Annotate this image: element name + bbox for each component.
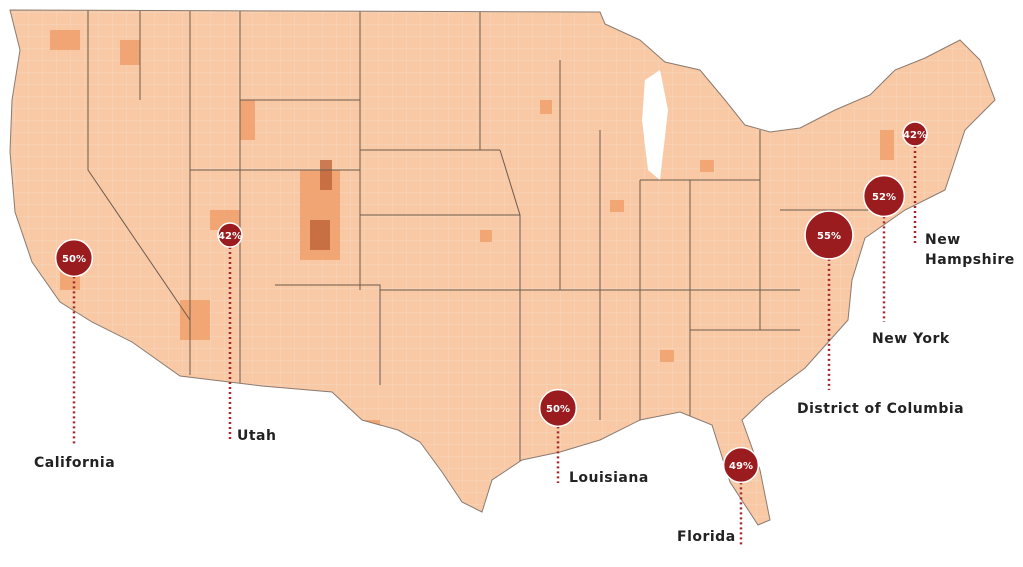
value-label: 42% [218, 231, 242, 242]
state-label: Utah [237, 428, 277, 444]
value-bubble [804, 210, 854, 260]
state-borders [87, 10, 880, 480]
state-label: New York [872, 331, 950, 347]
state-label: California [34, 455, 116, 471]
value-bubble [217, 222, 243, 248]
value-bubble [722, 446, 760, 484]
value-bubble [54, 238, 94, 278]
value-label: 52% [872, 192, 896, 203]
value-bubble [538, 388, 578, 428]
value-bubble [902, 121, 928, 147]
value-label: 55% [817, 231, 841, 242]
state-label: Louisiana [569, 470, 649, 486]
lake-michigan [642, 70, 668, 180]
value-label: 50% [62, 254, 86, 265]
state-label: Florida [677, 529, 736, 545]
value-label: 50% [546, 404, 570, 415]
state-label: District of Columbia [797, 401, 965, 417]
state-label: New Hampshire [925, 232, 1015, 268]
value-label: 49% [729, 461, 753, 472]
value-bubble [862, 174, 906, 218]
value-label: 42% [903, 130, 927, 141]
callouts: 50% 42% 50% 49% 55% 52% 42% [54, 121, 928, 545]
